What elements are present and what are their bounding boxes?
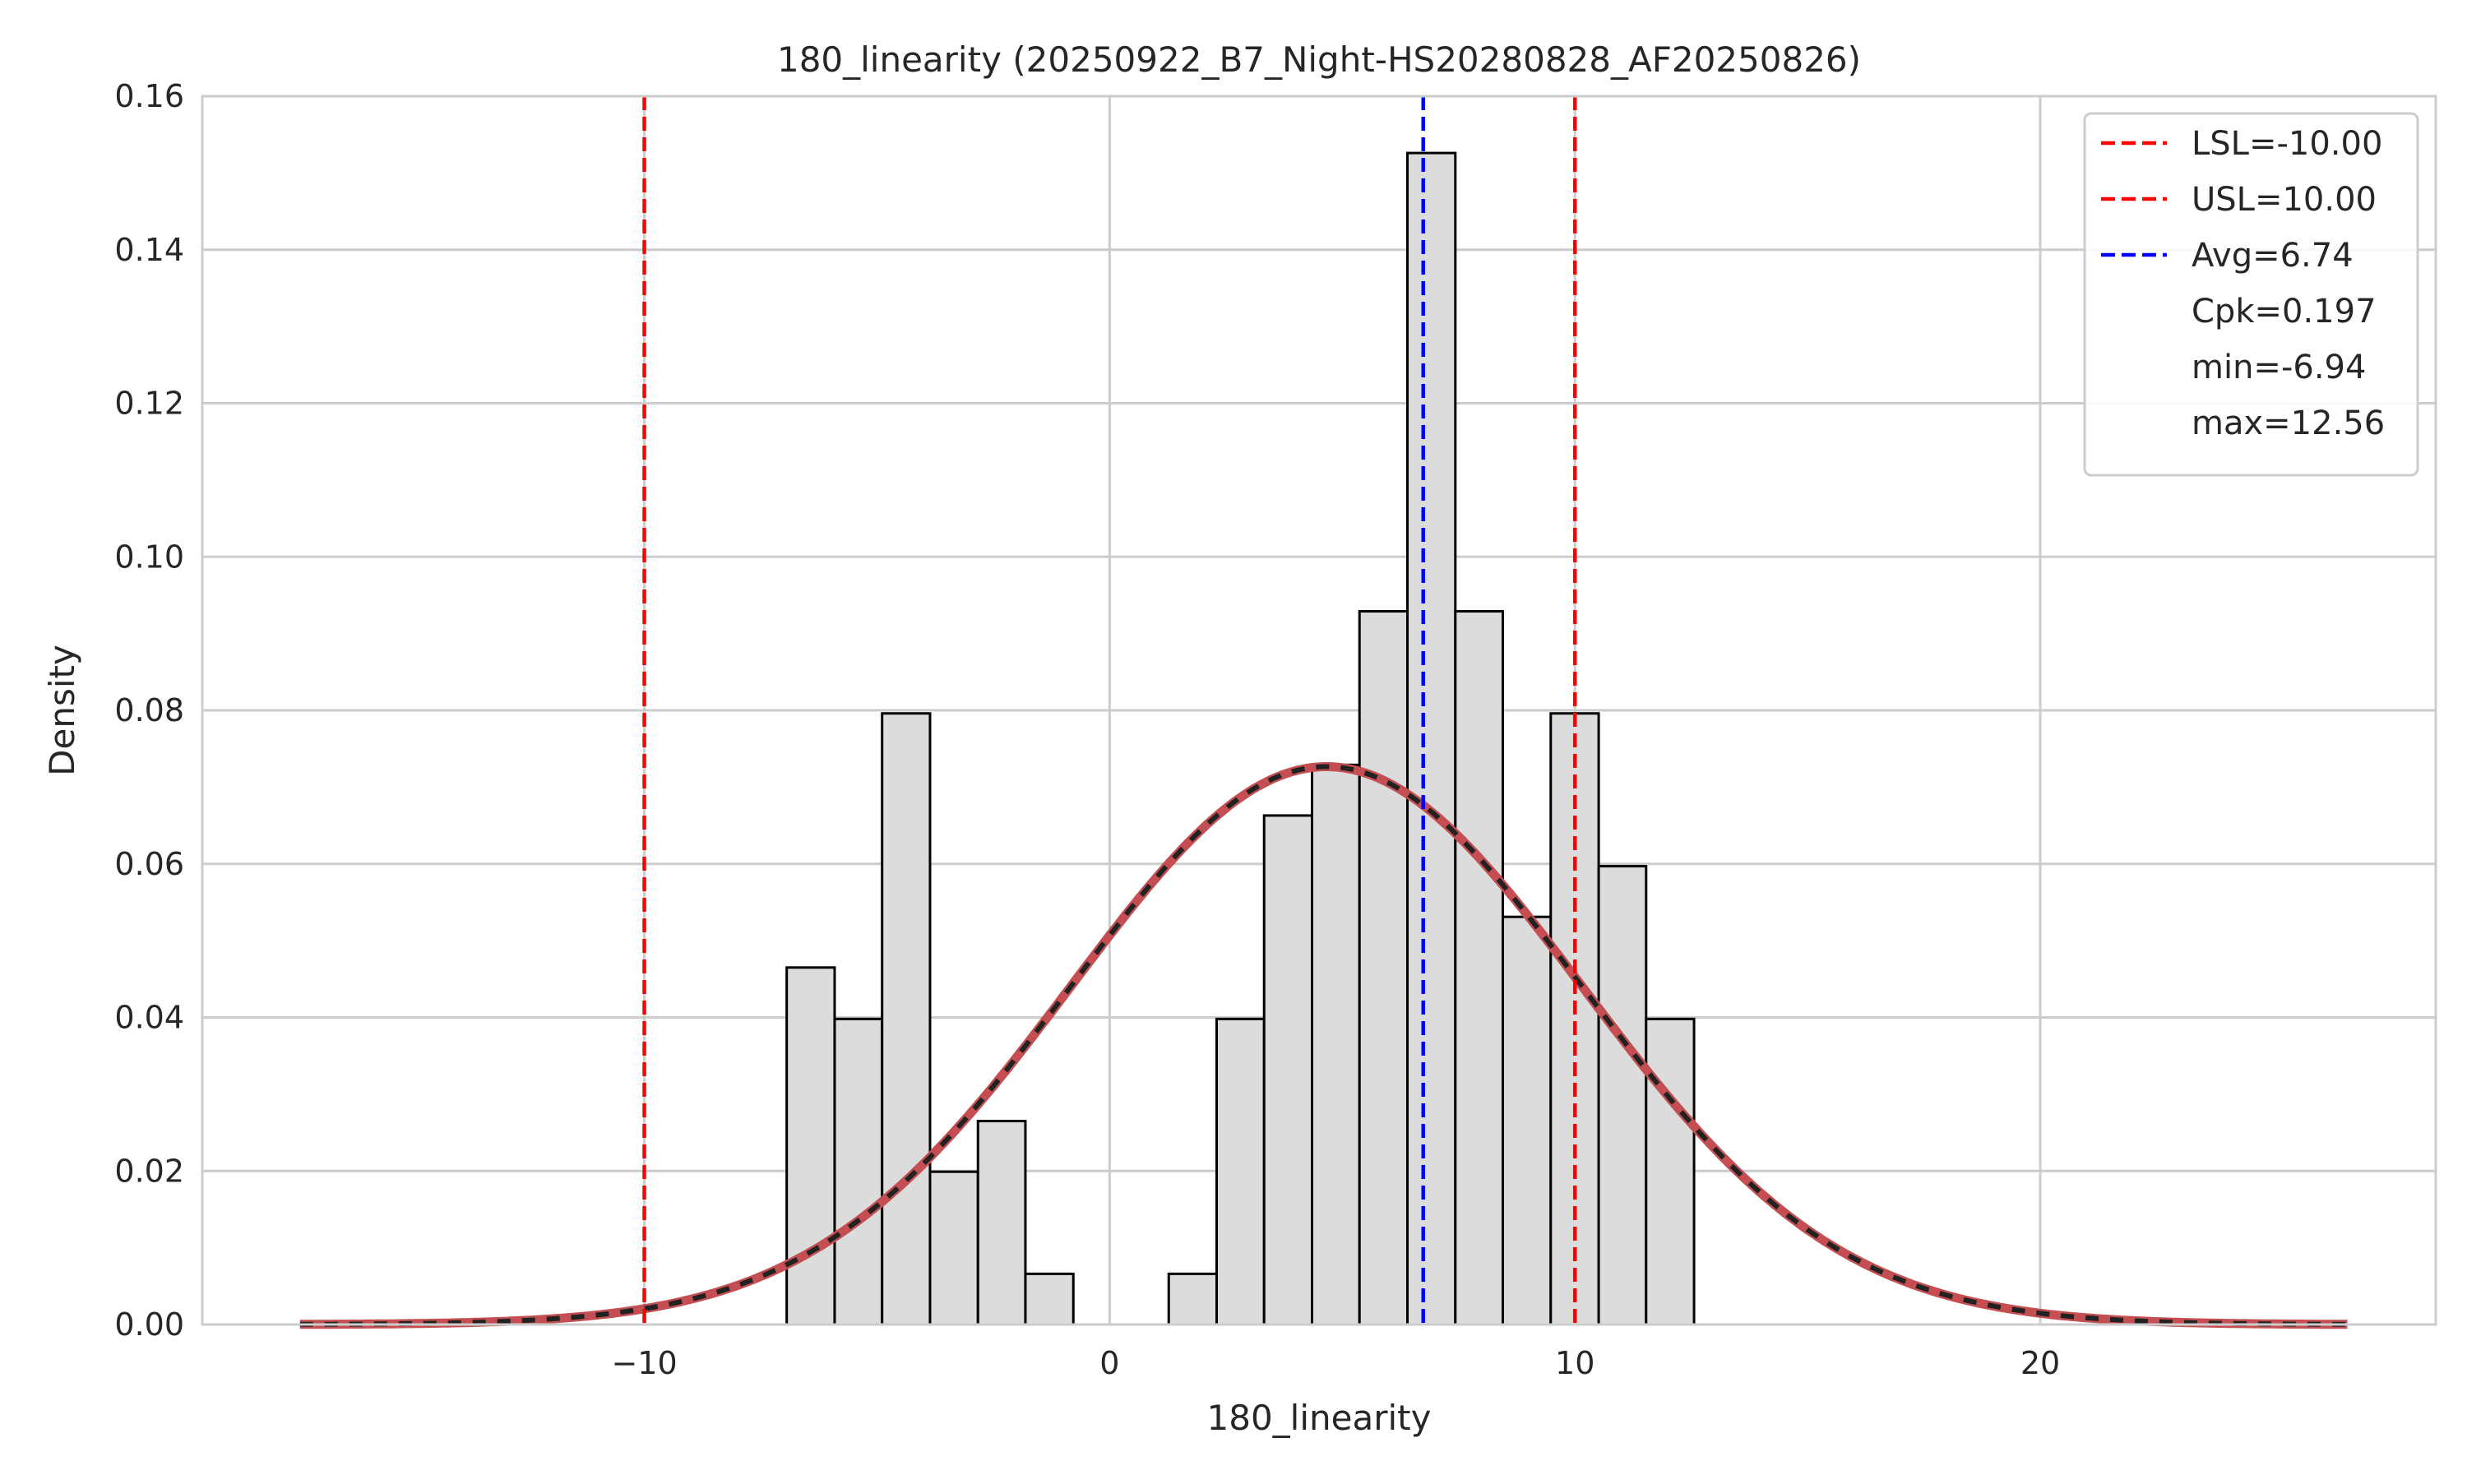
legend-entry: min=-6.94 bbox=[2192, 349, 2366, 386]
histogram-bar bbox=[1312, 765, 1360, 1325]
y-tick-label: 0.10 bbox=[114, 539, 184, 575]
histogram-bar bbox=[1408, 153, 1456, 1325]
histogram-bar bbox=[1599, 867, 1646, 1325]
histogram-bar bbox=[1359, 612, 1407, 1325]
histogram-bar bbox=[1456, 612, 1503, 1325]
legend: LSL=-10.00 USL=10.00 Avg=6.74 Cpk=0.197 min=… bbox=[2085, 113, 2418, 475]
legend-entry: Avg=6.74 bbox=[2192, 237, 2354, 275]
x-tick-label: 20 bbox=[2020, 1345, 2060, 1381]
y-tick-label: 0.06 bbox=[114, 846, 184, 882]
y-tick-label: 0.16 bbox=[114, 78, 184, 114]
histogram-bar bbox=[930, 1172, 978, 1325]
y-tick-label: 0.14 bbox=[114, 232, 184, 268]
y-tick-label: 0.12 bbox=[114, 386, 184, 422]
x-tick-label: 10 bbox=[1555, 1345, 1595, 1381]
legend-entry: LSL=-10.00 bbox=[2192, 125, 2382, 163]
histogram-bar bbox=[1264, 816, 1312, 1325]
y-tick-label: 0.08 bbox=[114, 692, 184, 728]
x-axis-label: 180_linearity bbox=[1207, 1398, 1432, 1438]
histogram-bar bbox=[978, 1121, 1025, 1325]
histogram-bar bbox=[1646, 1019, 1694, 1325]
x-tick-label: 0 bbox=[1099, 1345, 1119, 1381]
y-tick-label: 0.04 bbox=[114, 1000, 184, 1036]
histogram-bar bbox=[1169, 1274, 1216, 1325]
y-axis-label: Density bbox=[42, 645, 82, 776]
legend-entry: max=12.56 bbox=[2192, 405, 2385, 442]
histogram-bar bbox=[835, 1019, 882, 1325]
x-tick-label: −10 bbox=[611, 1345, 677, 1381]
histogram-bar bbox=[882, 714, 930, 1325]
y-tick-label: 0.02 bbox=[114, 1153, 184, 1189]
histogram-bar bbox=[1503, 917, 1551, 1325]
legend-entry: USL=10.00 bbox=[2192, 181, 2377, 219]
chart-title: 180_linearity (20250922_B7_Night-HS20280… bbox=[777, 39, 1861, 80]
legend-entry: Cpk=0.197 bbox=[2192, 293, 2377, 331]
histogram-bar bbox=[787, 968, 835, 1325]
histogram-bar bbox=[1025, 1274, 1073, 1325]
y-tick-label: 0.00 bbox=[114, 1306, 184, 1343]
histogram-bar bbox=[1217, 1019, 1265, 1325]
